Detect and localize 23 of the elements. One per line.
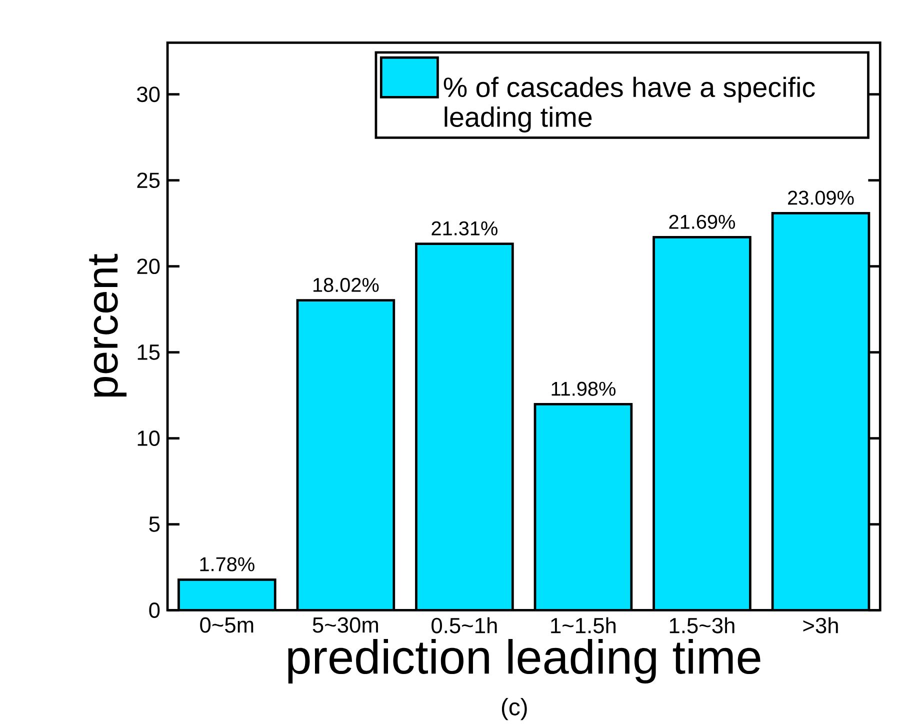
y-tick-label: 15 — [138, 344, 160, 360]
x-tick-label: >3h — [803, 617, 838, 634]
y-tick-label: 25 — [137, 172, 160, 188]
data-label: 21.31% — [432, 222, 498, 236]
y-tick-label: 5 — [149, 516, 160, 532]
y-tick-label: 0 — [149, 602, 160, 618]
x-tick-label: 1~1.5h — [551, 617, 616, 634]
data-label: 18.02% — [314, 278, 379, 292]
y-tick-label: 10 — [138, 430, 160, 446]
data-label: 23.09% — [788, 190, 854, 206]
y-tick-label: 20 — [137, 258, 160, 274]
data-label: 11.98% — [552, 382, 616, 396]
y-tick-label: 30 — [137, 86, 160, 102]
text: (c) — [502, 698, 527, 720]
x-axis-title: prediction leading time — [288, 639, 760, 684]
data-label: 1.78% — [200, 557, 254, 572]
x-tick-label: 0~5m — [200, 618, 254, 633]
y-axis-title: percent — [89, 254, 127, 397]
data-label: 21.69% — [669, 215, 735, 230]
x-tick-label: 0.5~1h — [432, 617, 497, 634]
legend-label: % of cascades have a specific leading time — [444, 76, 815, 133]
x-tick-label: 5~30m — [312, 618, 378, 633]
x-tick-label: 1.5~3h — [670, 617, 734, 634]
